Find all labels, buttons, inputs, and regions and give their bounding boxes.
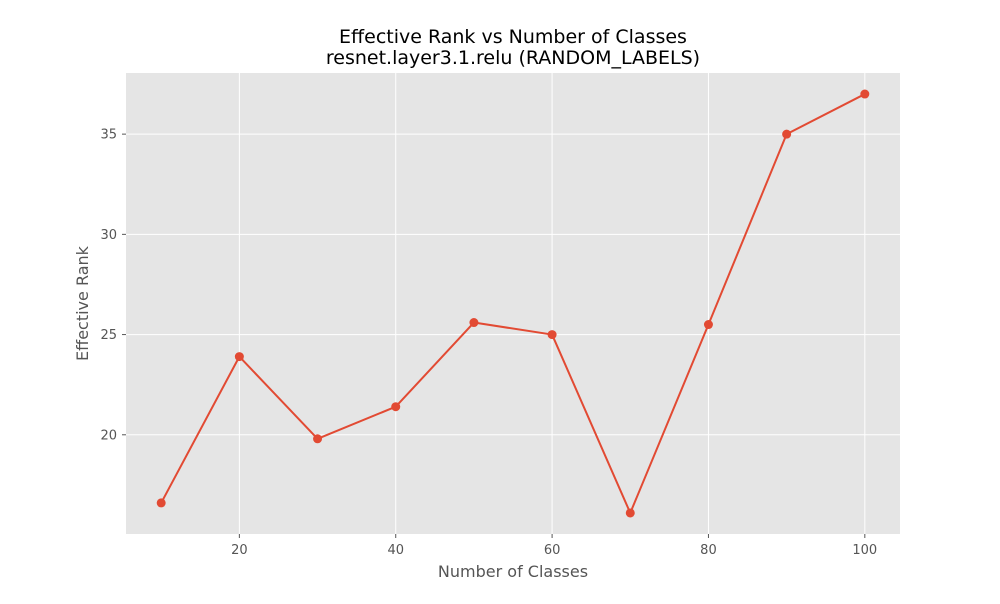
series-line (160, 93, 866, 514)
y-tick-label: 30 (100, 228, 117, 243)
data-point (625, 508, 635, 518)
data-point (391, 402, 401, 412)
plot-area (126, 73, 900, 534)
data-point (547, 330, 557, 340)
data-point (782, 129, 792, 139)
data-point (469, 318, 479, 328)
data-series (156, 89, 870, 518)
chart-subtitle: resnet.layer3.1.relu (RANDOM_LABELS) (326, 47, 700, 69)
x-tick-label: 60 (544, 543, 561, 558)
data-point (313, 434, 323, 444)
data-point (860, 89, 870, 99)
chart-title: Effective Rank vs Number of Classes (339, 26, 687, 48)
y-tick-label: 20 (100, 428, 117, 443)
data-point (234, 352, 244, 362)
x-tick-label: 20 (231, 543, 248, 558)
y-axis-label: Effective Rank (73, 245, 92, 361)
x-tick-label: 100 (852, 543, 877, 558)
y-tick-label: 35 (100, 128, 117, 143)
x-axis-label: Number of Classes (438, 562, 588, 581)
grid-lines (126, 73, 900, 534)
y-tick-label: 25 (100, 328, 117, 343)
data-point (156, 498, 166, 508)
data-point (703, 320, 713, 330)
x-tick-label: 40 (387, 543, 404, 558)
axis-ticks: 20 40 60 80 100 20 25 30 35 (100, 128, 877, 558)
x-tick-label: 80 (700, 543, 717, 558)
